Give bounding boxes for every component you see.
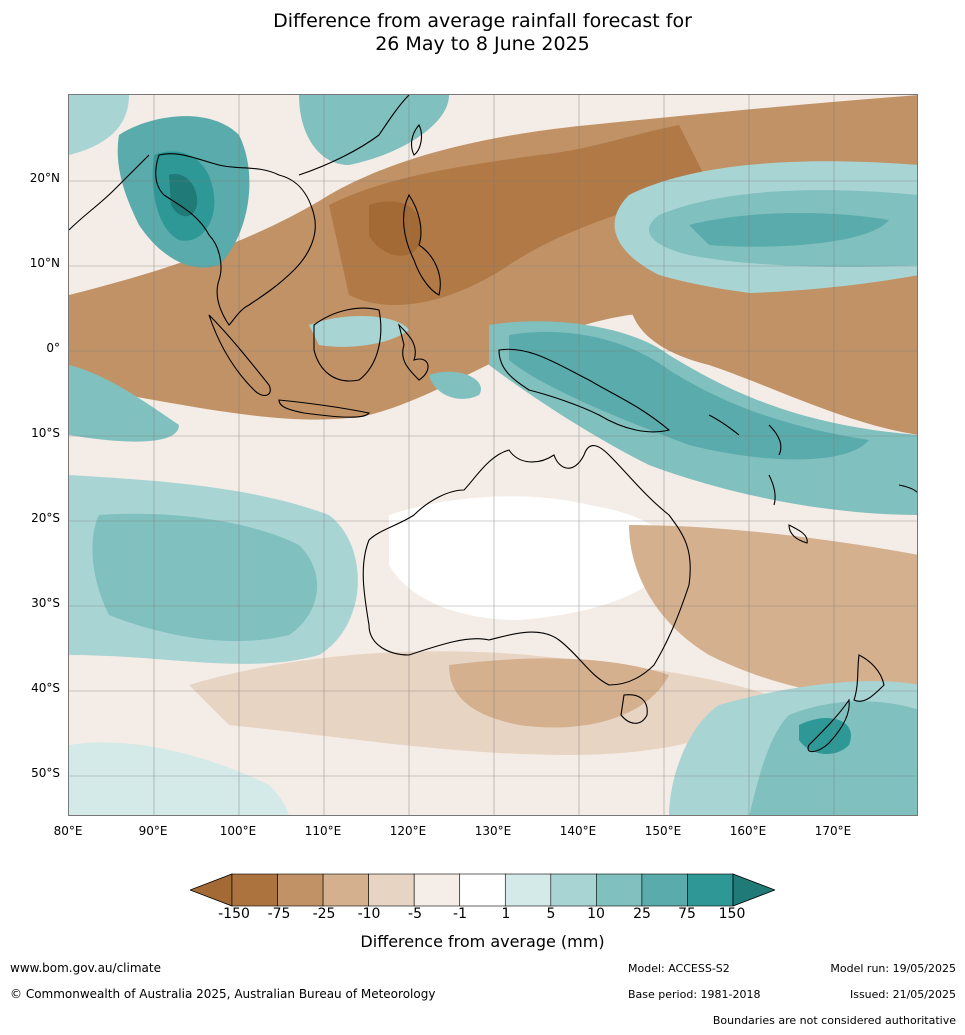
- colorbar-cell: [504, 873, 552, 907]
- footer-model: Model: ACCESS-S2: [628, 962, 730, 975]
- colorbar-cell-high-extend: [732, 873, 775, 907]
- colorbar-tick-1: 1: [501, 906, 511, 922]
- colorbar-tick-minus10: -10: [357, 906, 381, 922]
- colorbar-title: Difference from average (mm): [360, 932, 605, 951]
- lat-label-20s: 20°S: [31, 511, 60, 525]
- lon-label-90e: 90°E: [138, 824, 168, 838]
- colorbar-cell: [596, 873, 643, 907]
- footer-issued: Issued: 21/05/2025: [849, 988, 956, 1001]
- footer-base-period: Base period: 1981-2018: [628, 988, 761, 1001]
- colorbar-tick-minus75: -75: [267, 906, 291, 922]
- lat-label-20n: 20°N: [29, 171, 60, 185]
- colorbar-cell-low-extend: [190, 873, 233, 907]
- lon-label-170e: 170°E: [814, 824, 852, 838]
- lon-label-140e: 140°E: [559, 824, 597, 838]
- colorbar-cell: [459, 873, 506, 907]
- map-title: Difference from average rainfall forecas…: [0, 10, 965, 56]
- colorbar-tick-25: 25: [633, 906, 651, 922]
- map-title-line1: Difference from average rainfall forecas…: [273, 10, 692, 32]
- lon-label-150e: 150°E: [644, 824, 682, 838]
- footer-website: www.bom.gov.au/climate: [10, 961, 161, 975]
- lat-label-50s: 50°S: [31, 766, 60, 780]
- lon-label-110e: 110°E: [304, 824, 342, 838]
- colorbar-tick-75: 75: [678, 906, 696, 922]
- map-title-line2: 26 May to 8 June 2025: [375, 33, 590, 55]
- colorbar-tick-10: 10: [587, 906, 605, 922]
- colorbar-tick-150: 150: [718, 906, 746, 922]
- lon-label-130e: 130°E: [474, 824, 512, 838]
- lat-label-0: 0°: [46, 341, 60, 355]
- lon-label-120e: 120°E: [389, 824, 427, 838]
- lon-label-100e: 100°E: [219, 824, 257, 838]
- lon-label-80e: 80°E: [53, 824, 83, 838]
- colorbar-cell: [322, 873, 369, 907]
- colorbar-tick-5: 5: [546, 906, 556, 922]
- lat-label-40s: 40°S: [31, 681, 60, 695]
- footer-copyright: © Commonwealth of Australia 2025, Austra…: [10, 987, 436, 1001]
- lat-label-30s: 30°S: [31, 596, 60, 610]
- colorbar-cell: [687, 873, 734, 907]
- colorbar-tick-minus5: -5: [408, 906, 422, 922]
- colorbar-cell: [641, 873, 688, 907]
- colorbar-tick-minus1: -1: [453, 906, 467, 922]
- colorbar-cell: [368, 873, 415, 907]
- footer-model-run: Model run: 19/05/2025: [830, 962, 956, 975]
- colorbar-tick-minus25: -25: [312, 906, 336, 922]
- colorbar-tick-minus150: -150: [218, 906, 250, 922]
- colorbar-cell: [413, 873, 461, 907]
- lat-label-10n: 10°N: [29, 256, 60, 270]
- footer-disclaimer: Boundaries are not considered authoritat…: [712, 1014, 956, 1027]
- colorbar-cell: [550, 873, 597, 907]
- lon-label-160e: 160°E: [729, 824, 767, 838]
- colorbar-cell: [277, 873, 324, 907]
- rainfall-map: [68, 94, 918, 816]
- rainfall-map-svg: [69, 95, 917, 815]
- colorbar-cell: [231, 873, 278, 907]
- colorbar: [190, 873, 775, 907]
- lat-label-10s: 10°S: [31, 426, 60, 440]
